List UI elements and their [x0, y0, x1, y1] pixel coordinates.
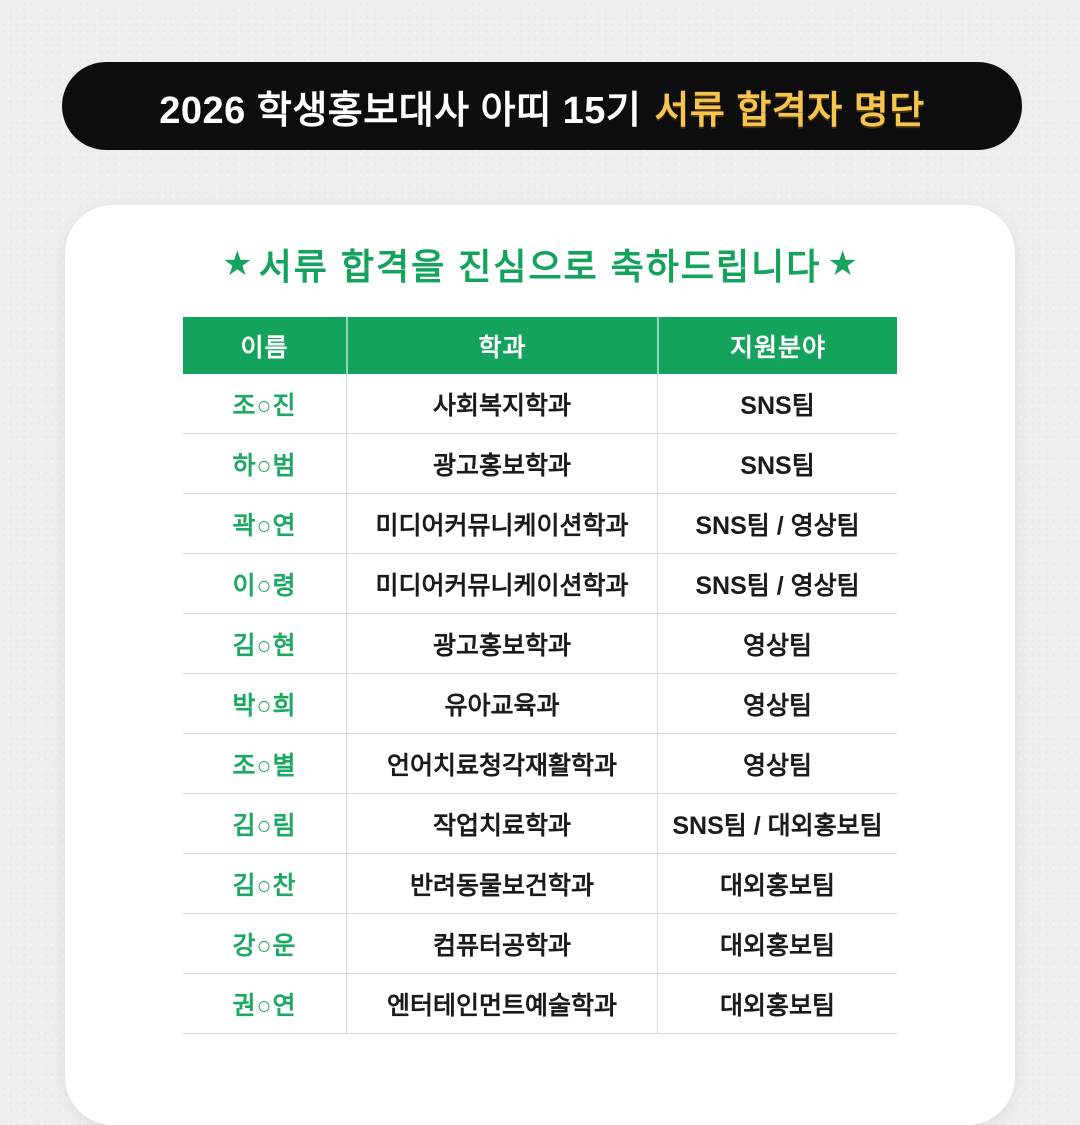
table-row: 조○별 언어치료청각재활학과 영상팀 [183, 734, 897, 794]
table-row: 박○희 유아교육과 영상팀 [183, 674, 897, 734]
applicant-department: 엔터테인먼트예술학과 [346, 974, 657, 1033]
title-banner: 2026 학생홍보대사 아띠 15기 서류 합격자 명단 [62, 62, 1022, 150]
banner-title: 2026 학생홍보대사 아띠 15기 [159, 89, 642, 132]
applicant-name: 조○진 [232, 391, 297, 420]
star-icon: ★ [222, 245, 253, 283]
applicant-name: 조○별 [232, 751, 297, 780]
column-header-name: 이름 [240, 333, 289, 362]
applicant-name: 김○림 [232, 811, 297, 840]
applicant-field: 대외홍보팀 [657, 974, 897, 1033]
table-header-row: 이름 학과 지원분야 [183, 317, 897, 374]
applicant-department: 미디어커뮤니케이션학과 [346, 494, 657, 553]
table-row: 조○진 사회복지학과 SNS팀 [183, 374, 897, 434]
applicant-department: 컴퓨터공학과 [346, 914, 657, 973]
applicant-department: 유아교육과 [346, 674, 657, 733]
applicant-field: SNS팀 / 대외홍보팀 [657, 794, 897, 853]
applicant-field: 대외홍보팀 [657, 914, 897, 973]
table-row: 김○현 광고홍보학과 영상팀 [183, 614, 897, 674]
applicant-name: 박○희 [232, 691, 297, 720]
applicant-name: 하○범 [232, 451, 297, 480]
results-table: 이름 학과 지원분야 조○진 사회복지학과 SNS팀 하○범 광고홍보학과 SNS팀 곽○연… [183, 317, 897, 1034]
applicant-field: SNS팀 / 영상팀 [657, 554, 897, 613]
applicant-department: 작업치료학과 [346, 794, 657, 853]
applicant-department: 사회복지학과 [346, 374, 657, 433]
applicant-department: 광고홍보학과 [346, 434, 657, 493]
table-body: 조○진 사회복지학과 SNS팀 하○범 광고홍보학과 SNS팀 곽○연 미디어커뮤니케이션학과… [183, 374, 897, 1034]
applicant-name: 김○찬 [232, 871, 297, 900]
table-row: 이○령 미디어커뮤니케이션학과 SNS팀 / 영상팀 [183, 554, 897, 614]
applicant-department: 반려동물보건학과 [346, 854, 657, 913]
column-header-department: 학과 [346, 317, 657, 374]
applicant-field: 대외홍보팀 [657, 854, 897, 913]
table-row: 강○운 컴퓨터공학과 대외홍보팀 [183, 914, 897, 974]
applicant-department: 광고홍보학과 [346, 614, 657, 673]
column-header-field: 지원분야 [657, 317, 897, 374]
congrats-heading: ★ 서류 합격을 진심으로 축하드립니다 ★ [65, 238, 1015, 290]
applicant-department: 미디어커뮤니케이션학과 [346, 554, 657, 613]
applicant-field: SNS팀 [657, 434, 897, 493]
applicant-field: 영상팀 [657, 734, 897, 793]
applicant-name: 김○현 [232, 631, 297, 660]
star-icon: ★ [827, 245, 858, 283]
applicant-name: 권○연 [232, 991, 297, 1020]
applicant-field: 영상팀 [657, 674, 897, 733]
table-row: 하○범 광고홍보학과 SNS팀 [183, 434, 897, 494]
table-row: 김○림 작업치료학과 SNS팀 / 대외홍보팀 [183, 794, 897, 854]
table-row: 권○연 엔터테인먼트예술학과 대외홍보팀 [183, 974, 897, 1034]
table-row: 김○찬 반려동물보건학과 대외홍보팀 [183, 854, 897, 914]
applicant-department: 언어치료청각재활학과 [346, 734, 657, 793]
congrats-text: 서류 합격을 진심으로 축하드립니다 [258, 246, 822, 287]
applicant-name: 강○운 [232, 931, 297, 960]
applicant-name: 곽○연 [232, 511, 297, 540]
applicant-field: 영상팀 [657, 614, 897, 673]
table-row: 곽○연 미디어커뮤니케이션학과 SNS팀 / 영상팀 [183, 494, 897, 554]
applicant-field: SNS팀 / 영상팀 [657, 494, 897, 553]
banner-highlight: 서류 합격자 명단 [654, 89, 925, 132]
results-card: ★ 서류 합격을 진심으로 축하드립니다 ★ 이름 학과 지원분야 조○진 사회복… [65, 205, 1015, 1125]
applicant-field: SNS팀 [657, 374, 897, 433]
applicant-name: 이○령 [232, 571, 297, 600]
